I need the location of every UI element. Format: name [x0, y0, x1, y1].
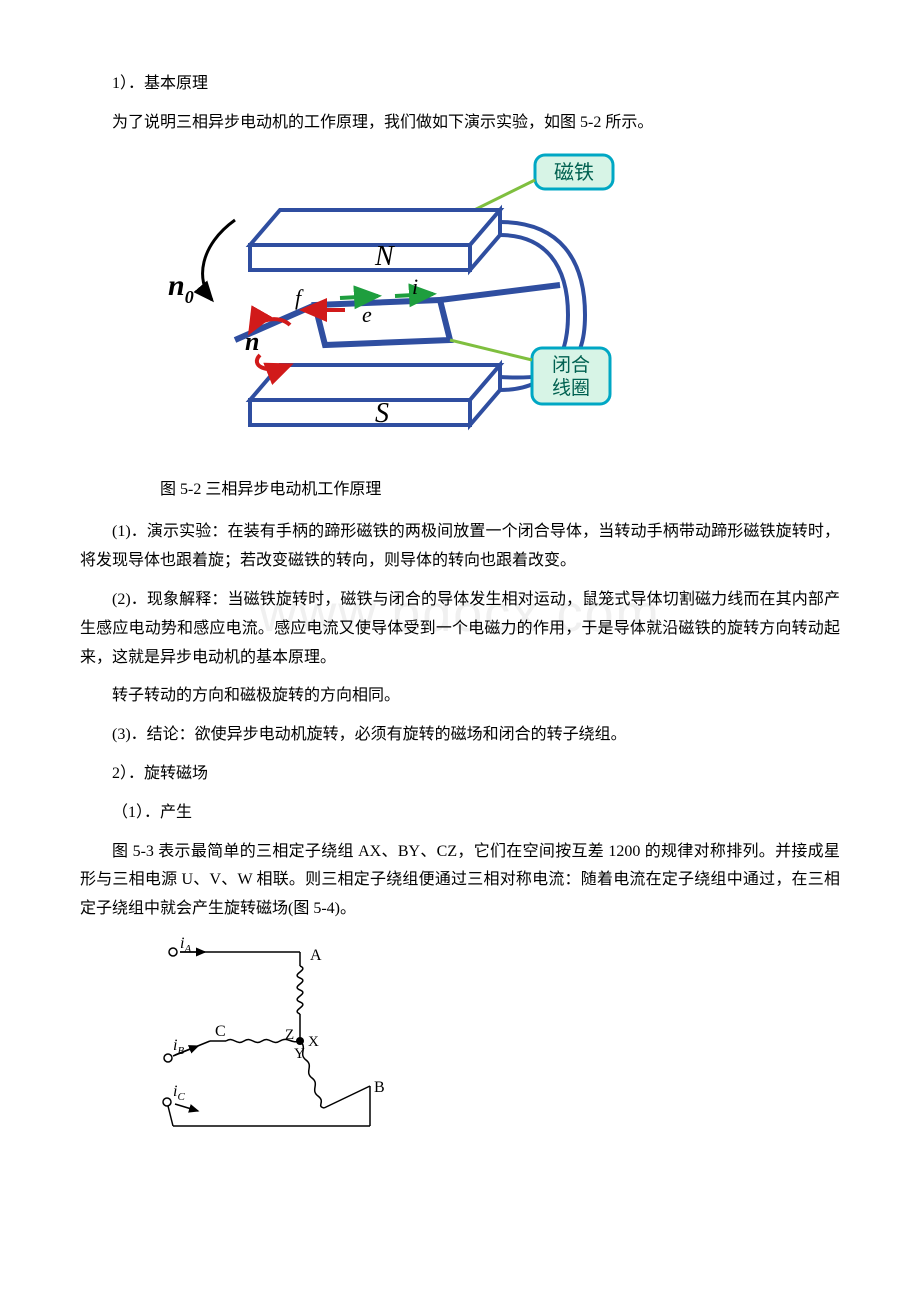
label-n: n [245, 327, 259, 356]
para-intro: 为了说明三相异步电动机的工作原理，我们做如下演示实验，如图 5-2 所示。 [80, 109, 840, 138]
label-e: e [362, 302, 372, 327]
para-explain: (2)．现象解释：当磁铁旋转时，磁铁与闭合的导体发生相对运动，鼠笼式导体切割磁力… [80, 586, 840, 672]
heading-rotating-field: 2）．旋转磁场 [112, 760, 840, 789]
label-S: S [375, 398, 389, 429]
label-n0: n0 [168, 269, 194, 307]
figure-5-3: Z X Y A iA C iB B [140, 936, 840, 1146]
label-N: N [374, 241, 395, 272]
para-demo: (1)．演示实验：在装有手柄的蹄形磁铁的两极间放置一个闭合导体，当转动手柄带动蹄… [80, 518, 840, 576]
label-B: B [374, 1079, 385, 1096]
label-f: f [295, 285, 304, 310]
label-iC: iC [173, 1083, 185, 1103]
label-coil-l1: 闭合 [552, 354, 590, 376]
label-i: i [412, 274, 418, 299]
label-coil-l2: 线圈 [552, 377, 590, 399]
heading-basic-principle: 1）．基本原理 [112, 70, 840, 99]
label-iB: iB [173, 1037, 184, 1057]
label-C: C [215, 1023, 226, 1040]
para-conclusion: (3)．结论：欲使异步电动机旋转，必须有旋转的磁场和闭合的转子绕组。 [80, 721, 840, 750]
figure-5-2: 磁铁 N S [140, 150, 840, 470]
para-fig53: 图 5-3 表示最简单的三相定子绕组 AX、BY、CZ，它们在空间按互差 120… [80, 838, 840, 924]
heading-generation: （1）．产生 [112, 799, 840, 828]
label-X: X [308, 1034, 319, 1050]
caption-5-2: 图 5-2 三相异步电动机工作原理 [160, 476, 840, 505]
label-A: A [310, 947, 322, 964]
para-direction: 转子转动的方向和磁极旋转的方向相同。 [80, 682, 840, 711]
label-magnet: 磁铁 [554, 161, 594, 184]
